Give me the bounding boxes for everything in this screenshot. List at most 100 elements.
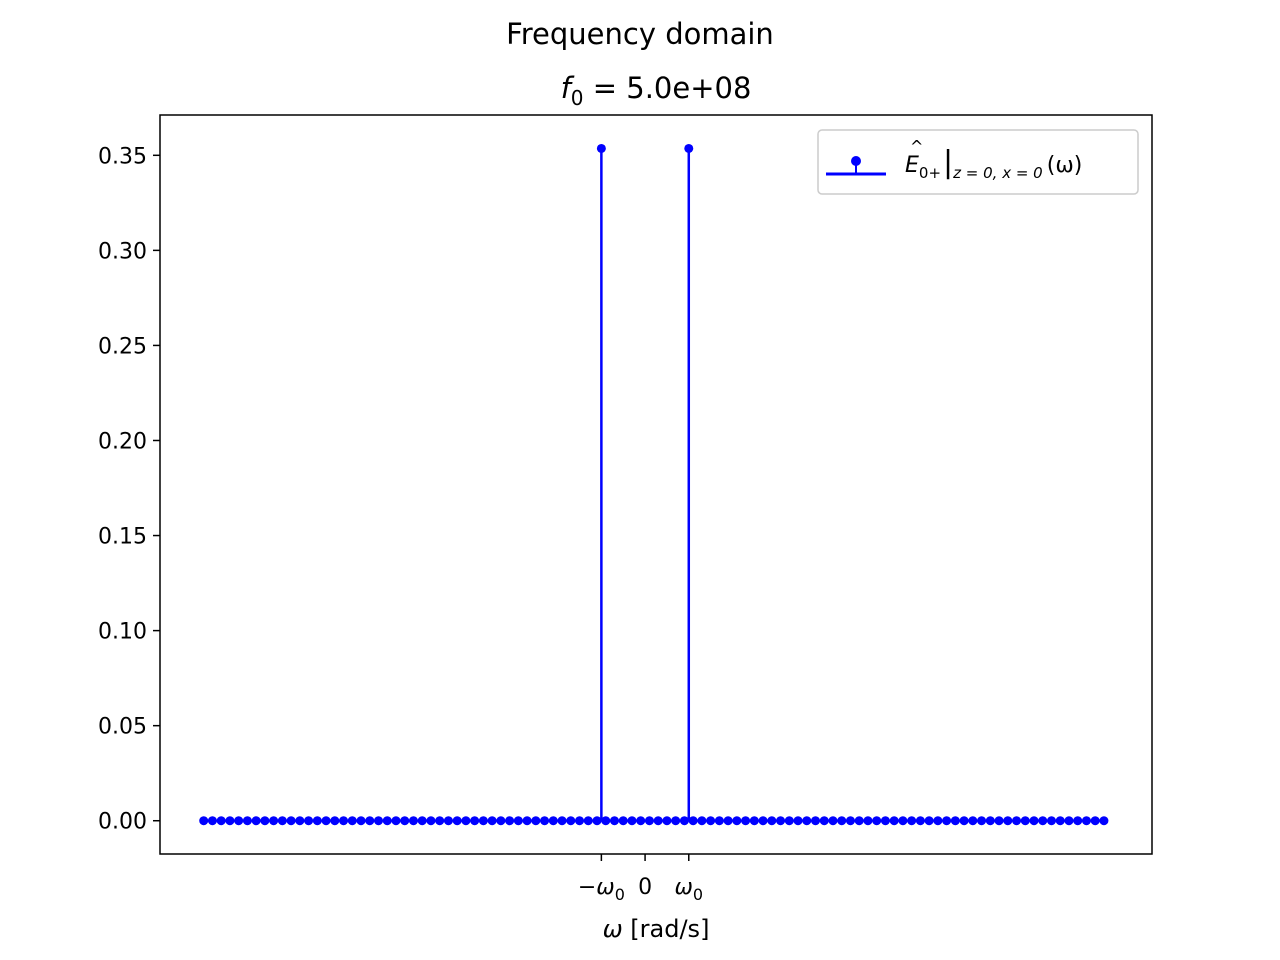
stem-marker xyxy=(242,816,252,826)
y-tick-label: 0.25 xyxy=(98,334,147,359)
stem-marker xyxy=(950,816,960,826)
x-tick-label: −ω0 xyxy=(578,875,625,904)
stem-marker xyxy=(915,816,925,826)
stem-marker xyxy=(688,816,698,826)
stem-marker xyxy=(784,816,794,826)
stem-marker xyxy=(994,816,1004,826)
stem-marker xyxy=(968,816,978,826)
stem-marker xyxy=(374,816,384,826)
legend-sub1: 0+ xyxy=(919,164,941,182)
stem-marker xyxy=(880,816,890,826)
stem-marker xyxy=(286,816,296,826)
stem-marker xyxy=(811,816,821,826)
stem-marker xyxy=(435,816,445,826)
stem-marker xyxy=(540,816,550,826)
stem-marker xyxy=(1029,816,1039,826)
axes-title: f0 = 5.0e+08 xyxy=(561,71,752,110)
stem-marker xyxy=(933,816,943,826)
stem-marker xyxy=(225,816,235,826)
stem-series xyxy=(199,143,1109,826)
stem-marker xyxy=(216,816,226,826)
stem-marker xyxy=(924,816,934,826)
stem-marker xyxy=(819,816,829,826)
y-tick-label: 0.35 xyxy=(98,144,147,169)
stem-marker xyxy=(260,816,270,826)
x-axis-label: ω [rad/s] xyxy=(603,915,710,943)
plot-area-frame xyxy=(159,114,1153,855)
title-value: = 5.0e+08 xyxy=(584,71,752,105)
stem-marker xyxy=(356,816,366,826)
stem-marker xyxy=(1081,816,1091,826)
stem-marker xyxy=(478,816,488,826)
stem-marker xyxy=(592,816,602,826)
stem-marker xyxy=(609,816,619,826)
stem-marker xyxy=(802,816,812,826)
stem-marker xyxy=(767,816,777,826)
stem-marker xyxy=(872,816,882,826)
x-axis-label-variable: ω xyxy=(603,915,623,943)
stem-marker xyxy=(575,816,585,826)
stem-marker xyxy=(548,816,558,826)
stem-marker xyxy=(697,816,707,826)
stem-marker xyxy=(636,816,646,826)
stem-marker xyxy=(199,816,209,826)
stem-marker xyxy=(741,816,751,826)
stem-marker xyxy=(426,816,436,826)
x-tick-label: ω0 xyxy=(674,875,703,904)
stem-marker xyxy=(1038,816,1048,826)
y-tick-label: 0.20 xyxy=(98,429,147,454)
stem-marker xyxy=(452,816,462,826)
stem-marker xyxy=(977,816,987,826)
stem-marker xyxy=(365,816,375,826)
legend-sub2: z = 0, x = 0 xyxy=(952,164,1043,182)
stem-marker xyxy=(706,816,716,826)
stem-marker xyxy=(845,816,855,826)
stem-marker xyxy=(854,816,864,826)
legend-box xyxy=(817,129,1139,195)
legend: E0+|z = 0, x = 0 (ω) ^ xyxy=(817,129,1139,195)
stem-marker xyxy=(1012,816,1022,826)
stem-marker xyxy=(985,816,995,826)
stem-marker xyxy=(1055,816,1065,826)
stem-marker xyxy=(601,816,611,826)
y-axis-ticks: 0.00 0.05 0.10 0.15 0.20 0.25 0.30 0.35 xyxy=(98,144,160,835)
figure-suptitle: Frequency domain xyxy=(506,17,774,51)
stem-marker xyxy=(207,816,217,826)
stem-marker xyxy=(470,816,480,826)
stem-marker xyxy=(959,816,969,826)
stem-marker xyxy=(330,816,340,826)
stem-marker xyxy=(277,816,287,826)
stem-marker xyxy=(1073,816,1083,826)
stem-marker xyxy=(391,816,401,826)
stem-marker xyxy=(898,816,908,826)
stem-marker xyxy=(304,816,314,826)
stem-marker xyxy=(653,816,663,826)
stem-marker xyxy=(251,816,261,826)
stem-marker xyxy=(776,816,786,826)
stem-marker xyxy=(732,816,742,826)
stem-marker xyxy=(618,816,628,826)
legend-hat: ^ xyxy=(910,137,923,156)
stem-marker xyxy=(505,816,515,826)
y-tick-label: 0.10 xyxy=(98,620,147,645)
stem-marker xyxy=(400,816,410,826)
stem-marker xyxy=(1090,816,1100,826)
stem-marker xyxy=(863,816,873,826)
stem-marker xyxy=(312,816,322,826)
stem-marker xyxy=(1064,816,1074,826)
stem-marker xyxy=(295,816,305,826)
stem-marker xyxy=(347,816,357,826)
y-tick-label: 0.15 xyxy=(98,525,147,550)
stem-marker xyxy=(522,816,532,826)
stem-marker xyxy=(714,816,724,826)
stem-marker xyxy=(269,816,279,826)
stem-marker xyxy=(723,816,733,826)
stem-marker xyxy=(321,816,331,826)
stem-marker xyxy=(234,816,244,826)
stem-marker xyxy=(566,816,576,826)
y-tick-label: 0.00 xyxy=(98,810,147,835)
y-tick-label: 0.30 xyxy=(98,239,147,264)
legend-stem-marker xyxy=(851,156,861,166)
stem-marker xyxy=(461,816,471,826)
x-tick-label: 0 xyxy=(638,875,652,900)
